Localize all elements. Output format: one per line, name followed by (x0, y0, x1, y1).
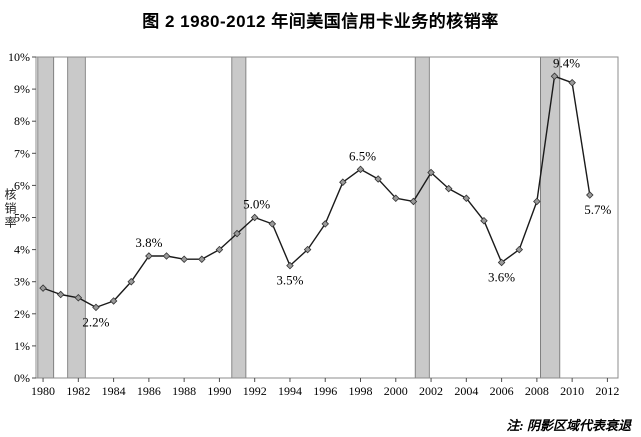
data-point-marker (392, 194, 400, 203)
y-tick-label: 2% (14, 307, 30, 321)
data-point-marker (497, 258, 506, 267)
y-tick-label: 5% (14, 211, 30, 225)
recession-band (231, 56, 247, 379)
data-point-marker (444, 184, 453, 193)
data-point-marker (127, 277, 136, 286)
data-point-marker (356, 165, 365, 174)
x-tick-label: 1990 (207, 384, 231, 398)
x-tick-label: 2000 (384, 384, 408, 398)
data-point-marker (427, 168, 435, 177)
chart-note: 注: 阴影区域代表衰退 (506, 418, 631, 433)
data-point-marker (109, 297, 118, 305)
y-tick-label: 8% (14, 114, 30, 128)
x-tick-label: 1982 (66, 384, 90, 398)
data-point-marker (198, 255, 206, 263)
x-tick-label: 2008 (525, 384, 549, 398)
data-point-marker (250, 213, 259, 222)
x-tick-label: 2006 (490, 384, 514, 398)
data-point-marker (409, 197, 418, 206)
y-tick-label: 10% (8, 50, 30, 64)
y-axis-title: 核销率 (3, 188, 17, 230)
x-tick-label: 2004 (454, 384, 478, 398)
data-point-marker (74, 293, 83, 302)
data-point-marker (339, 178, 347, 186)
data-point-marker (145, 252, 153, 260)
data-point-marker (480, 216, 488, 225)
y-tick-label: 9% (14, 82, 30, 96)
series-line (42, 75, 591, 309)
data-point-marker (568, 78, 576, 87)
x-tick-label: 1994 (278, 384, 302, 398)
recession-band (67, 56, 86, 379)
data-label: 5.0% (243, 197, 270, 212)
chart-title: 图 2 1980-2012 年间美国信用卡业务的核销率 (142, 12, 499, 31)
data-point-marker (215, 245, 224, 254)
x-tick-label: 1984 (102, 384, 126, 398)
data-point-marker (321, 220, 330, 228)
data-point-marker (550, 72, 559, 81)
data-point-marker (286, 261, 294, 270)
x-tick-label: 1996 (313, 384, 337, 398)
y-tick-label: 6% (14, 178, 30, 192)
x-tick-label: 1986 (137, 384, 161, 398)
data-point-marker (374, 175, 382, 183)
y-tick-label: 4% (14, 243, 30, 257)
data-point-marker (268, 220, 277, 228)
data-label: 6.5% (349, 148, 376, 163)
data-point-marker (180, 255, 188, 263)
data-point-marker (56, 290, 65, 299)
y-tick-label: 3% (14, 275, 30, 289)
data-label: 3.5% (276, 273, 303, 288)
data-label: 3.8% (135, 235, 162, 250)
data-point-marker (162, 252, 171, 260)
data-point-marker (515, 245, 524, 254)
recession-band (414, 56, 430, 379)
data-point-marker (92, 303, 100, 312)
x-tick-label: 1988 (172, 384, 196, 398)
y-tick-label: 7% (14, 146, 30, 160)
x-tick-label: 1992 (243, 384, 267, 398)
data-point-marker (39, 284, 47, 292)
data-point-marker (233, 229, 241, 238)
data-label: 9.4% (553, 55, 580, 70)
data-point-marker (586, 191, 594, 199)
data-point-marker (303, 245, 312, 254)
y-tick-label: 1% (14, 339, 30, 353)
x-tick-label: 2002 (419, 384, 443, 398)
x-tick-label: 1980 (31, 384, 55, 398)
x-tick-label: 1998 (349, 384, 373, 398)
data-point-marker (533, 197, 541, 206)
x-tick-label: 2012 (595, 384, 619, 398)
x-tick-label: 2010 (560, 384, 584, 398)
data-label: 2.2% (82, 314, 109, 329)
y-tick-label: 0% (14, 371, 30, 385)
recession-band (37, 56, 55, 379)
data-label: 3.6% (488, 269, 515, 284)
data-point-marker (462, 194, 471, 203)
data-label: 5.7% (584, 202, 611, 217)
